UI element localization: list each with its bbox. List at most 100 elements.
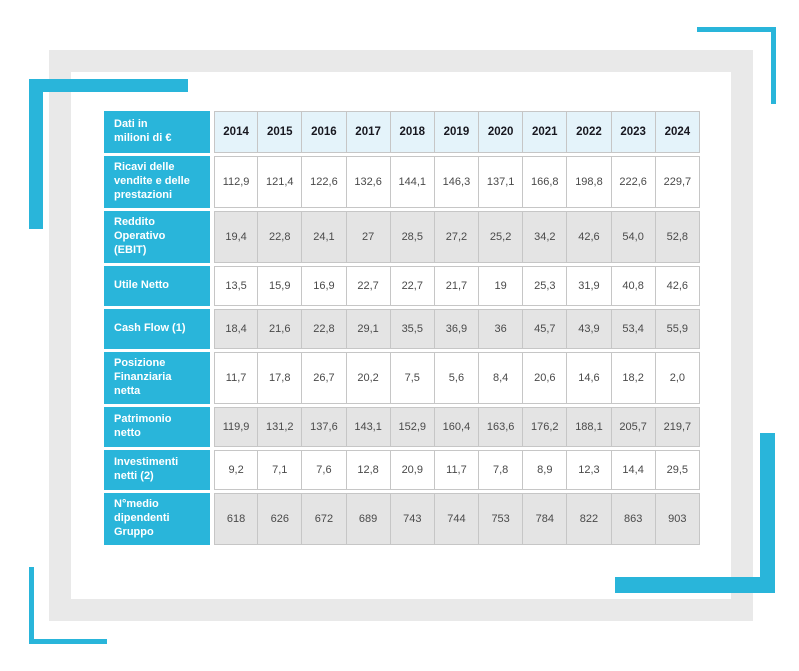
data-cell: 40,8 (611, 265, 656, 306)
corner-bracket-bottom-right (615, 433, 775, 593)
data-cell: 618 (214, 492, 259, 545)
data-cell: 19,4 (214, 210, 259, 263)
data-cell: 143,1 (346, 406, 391, 447)
data-cell: 222,6 (611, 156, 656, 208)
row-label: Cash Flow (1) (104, 308, 214, 349)
data-cell: 20,6 (523, 351, 568, 404)
data-cell: 744 (434, 492, 480, 545)
data-cell: 163,6 (479, 406, 524, 447)
data-cell: 18,4 (214, 308, 259, 349)
data-cell: 166,8 (523, 156, 568, 208)
year-header: 2024 (655, 111, 700, 153)
table-row: Investimenti netti (2) 9,2 7,1 7,6 12,8 20,9 1… (104, 449, 700, 490)
data-cell: 22,8 (258, 210, 303, 263)
table-row: Utile Netto 13,5 15,9 16,9 22,7 22,7 21,7 19 25,… (104, 265, 700, 306)
row-label: Patrimonio netto (104, 406, 214, 447)
year-header: 2016 (302, 111, 347, 153)
year-header: 2021 (523, 111, 568, 153)
year-header: 2023 (611, 111, 656, 153)
data-cell: 13,5 (214, 265, 259, 306)
data-cell: 14,4 (611, 449, 656, 490)
table-row: Ricavi delle vendite e delle prestazioni… (104, 156, 700, 208)
corner-bracket-bottom-left (29, 567, 107, 644)
data-cell: 784 (523, 492, 568, 545)
table-row: Cash Flow (1) 18,4 21,6 22,8 29,1 35,5 36,9 36 4… (104, 308, 700, 349)
data-cell: 7,1 (258, 449, 303, 490)
data-cell: 19 (479, 265, 524, 306)
data-cell: 22,7 (346, 265, 391, 306)
data-cell: 7,8 (479, 449, 524, 490)
data-cell: 160,4 (434, 406, 480, 447)
data-cell: 626 (258, 492, 303, 545)
data-cell: 28,5 (390, 210, 435, 263)
data-cell: 5,6 (434, 351, 480, 404)
data-cell: 122,6 (302, 156, 347, 208)
data-cell: 29,1 (346, 308, 391, 349)
data-cell: 146,3 (434, 156, 480, 208)
data-cell: 26,7 (302, 351, 347, 404)
data-cell: 8,9 (523, 449, 568, 490)
data-cell: 22,8 (302, 308, 347, 349)
data-cell: 24,1 (302, 210, 347, 263)
data-cell: 112,9 (214, 156, 259, 208)
data-cell: 2,0 (655, 351, 700, 404)
data-cell: 12,8 (346, 449, 391, 490)
data-cell: 27,2 (434, 210, 480, 263)
table-row: Posizione Finanziaria netta 11,7 17,8 26,7 2… (104, 351, 700, 404)
corner-bracket-top-left (29, 79, 188, 229)
year-header: 2015 (258, 111, 303, 153)
data-cell: 198,8 (567, 156, 612, 208)
data-cell: 11,7 (434, 449, 480, 490)
data-cell: 137,1 (479, 156, 524, 208)
year-header: 2014 (214, 111, 259, 153)
data-cell: 176,2 (523, 406, 568, 447)
row-label: Investimenti netti (2) (104, 449, 214, 490)
data-cell: 11,7 (214, 351, 259, 404)
data-cell: 15,9 (258, 265, 303, 306)
data-cell: 53,4 (611, 308, 656, 349)
data-cell: 903 (655, 492, 700, 545)
data-cell: 137,6 (302, 406, 347, 447)
data-cell: 131,2 (258, 406, 303, 447)
data-cell: 31,9 (567, 265, 612, 306)
table-row: N°medio dipendenti Gruppo 618 626 672 689 743… (104, 492, 700, 545)
financial-table: Dati in milioni di € 2014 2015 2016 2017… (104, 108, 700, 548)
data-cell: 34,2 (523, 210, 568, 263)
data-cell: 743 (390, 492, 435, 545)
data-cell: 35,5 (390, 308, 435, 349)
data-cell: 42,6 (567, 210, 612, 263)
corner-bracket-top-right (697, 27, 776, 104)
data-cell: 689 (346, 492, 391, 545)
row-label: N°medio dipendenti Gruppo (104, 492, 214, 545)
data-cell: 25,2 (479, 210, 524, 263)
row-label: Utile Netto (104, 265, 214, 306)
year-header: 2022 (567, 111, 612, 153)
data-cell: 144,1 (390, 156, 435, 208)
table-header-row: Dati in milioni di € 2014 2015 2016 2017… (104, 111, 700, 153)
data-cell: 9,2 (214, 449, 259, 490)
data-cell: 863 (611, 492, 656, 545)
table-row: Reddito Operativo (EBIT) 19,4 22,8 24,1 27 28… (104, 210, 700, 263)
data-cell: 152,9 (390, 406, 435, 447)
data-cell: 25,3 (523, 265, 568, 306)
data-cell: 45,7 (523, 308, 568, 349)
data-cell: 54,0 (611, 210, 656, 263)
data-cell: 16,9 (302, 265, 347, 306)
data-cell: 20,9 (390, 449, 435, 490)
data-cell: 7,5 (390, 351, 435, 404)
year-header: 2020 (479, 111, 524, 153)
year-header: 2018 (390, 111, 435, 153)
data-cell: 36,9 (434, 308, 480, 349)
data-cell: 29,5 (655, 449, 700, 490)
data-cell: 219,7 (655, 406, 700, 447)
table-body: Ricavi delle vendite e delle prestazioni… (104, 156, 700, 545)
data-cell: 21,6 (258, 308, 303, 349)
row-label: Posizione Finanziaria netta (104, 351, 214, 404)
data-cell: 55,9 (655, 308, 700, 349)
data-cell: 205,7 (611, 406, 656, 447)
data-cell: 822 (567, 492, 612, 545)
data-cell: 43,9 (567, 308, 612, 349)
data-cell: 7,6 (302, 449, 347, 490)
year-header: 2019 (434, 111, 480, 153)
data-cell: 42,6 (655, 265, 700, 306)
